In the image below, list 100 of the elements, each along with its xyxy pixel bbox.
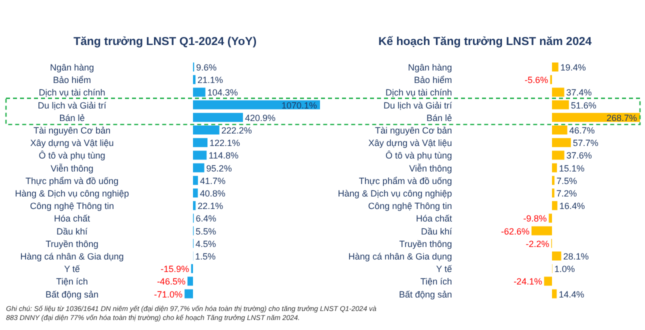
bar: [552, 100, 569, 110]
y-tick-label: Ngân hàng: [408, 62, 452, 72]
y-tick-label: Công nghệ Thông tin: [30, 201, 114, 212]
data-label: 37.6%: [566, 150, 592, 161]
y-tick-label: Y tế: [436, 264, 452, 274]
data-label: -5.6%: [524, 75, 548, 86]
data-label: -15.9%: [160, 264, 190, 274]
y-tick-label: Truyền thông: [46, 238, 98, 249]
data-label: 6.4%: [196, 214, 216, 224]
data-label: -24.1%: [514, 276, 542, 287]
data-label: 19.4%: [560, 62, 586, 72]
data-label: -9.8%: [523, 214, 547, 224]
data-label: 9.6%: [196, 62, 217, 72]
data-label: 21.1%: [198, 75, 224, 86]
y-tick-label: Bất động sản: [45, 289, 99, 300]
bar: [552, 138, 571, 148]
bar: [193, 100, 320, 110]
data-label: 5.5%: [196, 226, 216, 236]
y-tick-label: Hàng cá nhân & Gia dụng: [348, 252, 452, 262]
y-tick-label: Hóa chất: [416, 214, 452, 224]
y-tick-label: Bảo hiểm: [52, 75, 92, 86]
bar: [552, 163, 557, 172]
data-label: 22.1%: [198, 201, 224, 212]
data-label: 104.3%: [207, 88, 238, 98]
y-tick-label: Dầu khí: [56, 226, 88, 236]
y-tick-label: Ngân hàng: [50, 62, 94, 72]
y-tick-label: Dầu khí: [420, 226, 452, 236]
data-label: 268.7%: [606, 112, 637, 123]
y-tick-label: Tiện ích: [56, 276, 88, 287]
y-tick-label: Viễn thông: [409, 163, 452, 174]
data-label: 46.7%: [569, 126, 595, 136]
data-label: 7.5%: [556, 176, 577, 186]
y-tick-label: Tài nguyên Cơ bản: [375, 126, 452, 136]
bar: [193, 150, 207, 160]
data-label: 57.7%: [572, 138, 598, 148]
data-label: 16.4%: [559, 201, 585, 212]
data-label: 40.8%: [200, 188, 226, 198]
data-label: 15.1%: [558, 163, 584, 174]
y-tick-label: Thực phẩm và đồ uống: [358, 176, 452, 186]
y-tick-label: Xây dựng và Vật liệu: [30, 138, 114, 148]
data-label: 14.4%: [558, 289, 584, 300]
data-label: 420.9%: [244, 112, 276, 123]
data-label: 1.0%: [554, 264, 575, 274]
bar: [544, 276, 552, 286]
data-label: 1.5%: [195, 252, 216, 262]
y-tick-label: Tài nguyên Cơ bản: [34, 126, 110, 136]
bar: [193, 138, 208, 148]
y-tick-label: Viễn thông: [50, 163, 94, 174]
y-tick-label: Hàng cá nhân & Gia dụng: [20, 252, 124, 262]
data-label: -62.6%: [500, 226, 530, 236]
y-tick-label: Ô tô và phụ tùng: [38, 150, 106, 161]
y-tick-label: Xây dựng và Vật liệu: [368, 138, 452, 148]
data-label: 114.8%: [208, 150, 238, 161]
data-label: 122.1%: [209, 138, 240, 148]
bar: [193, 75, 196, 84]
y-tick-label: Tiện ích: [420, 276, 452, 287]
data-label: -71.0%: [154, 289, 183, 300]
data-label: 28.1%: [563, 252, 589, 262]
chart-title: Tăng trưởng LNST Q1-2024 (YoY): [73, 36, 257, 48]
bar: [193, 201, 196, 210]
y-tick-label: Truyền thông: [399, 238, 452, 249]
data-label: 41.7%: [200, 176, 226, 186]
data-label: 37.4%: [566, 88, 592, 98]
chart-title: Kế hoạch Tăng trưởng LNST năm 2024: [378, 36, 592, 48]
data-label: 4.5%: [196, 238, 216, 249]
y-tick-label: Hàng & Dịch vụ công nghiệp: [338, 188, 452, 198]
bar: [552, 62, 558, 72]
y-tick-label: Bất động sản: [398, 289, 452, 300]
data-label: 7.2%: [556, 188, 577, 198]
bar: [552, 88, 564, 97]
data-label: 222.2%: [221, 126, 252, 136]
bar: [193, 88, 206, 97]
y-tick-label: Dịch vụ tài chính: [38, 88, 106, 98]
data-label: 51.6%: [570, 100, 596, 110]
bar: [184, 289, 193, 298]
data-label: -2.2%: [526, 238, 550, 249]
y-tick-label: Bán lẻ: [426, 112, 452, 123]
y-tick-label: Ô tô và phụ tùng: [385, 150, 452, 161]
y-tick-label: Du lịch và Giải trí: [383, 100, 452, 110]
bar: [532, 226, 552, 236]
bar: [552, 201, 558, 210]
bar: [193, 176, 198, 185]
bar: [187, 276, 193, 286]
bar: [193, 126, 220, 134]
y-tick-label: Bảo hiểm: [414, 75, 452, 86]
bar: [552, 289, 557, 298]
bar: [193, 112, 243, 122]
data-label: 1070.1%: [281, 100, 317, 110]
y-tick-label: Công nghệ Thông tin: [368, 201, 452, 212]
data-label: -46.5%: [156, 276, 186, 287]
y-tick-label: Dịch vụ tài chính: [385, 88, 452, 98]
y-tick-label: Thực phẩm và đồ uống: [25, 176, 119, 186]
bar: [552, 252, 562, 260]
bar: [552, 150, 564, 160]
bar: [552, 126, 568, 134]
bar: [193, 188, 198, 198]
y-tick-label: Hàng & Dịch vụ công nghiệp: [14, 188, 130, 198]
y-tick-label: Hóa chất: [54, 214, 91, 224]
bar: [193, 163, 204, 172]
y-tick-label: Bán lẻ: [59, 112, 85, 123]
